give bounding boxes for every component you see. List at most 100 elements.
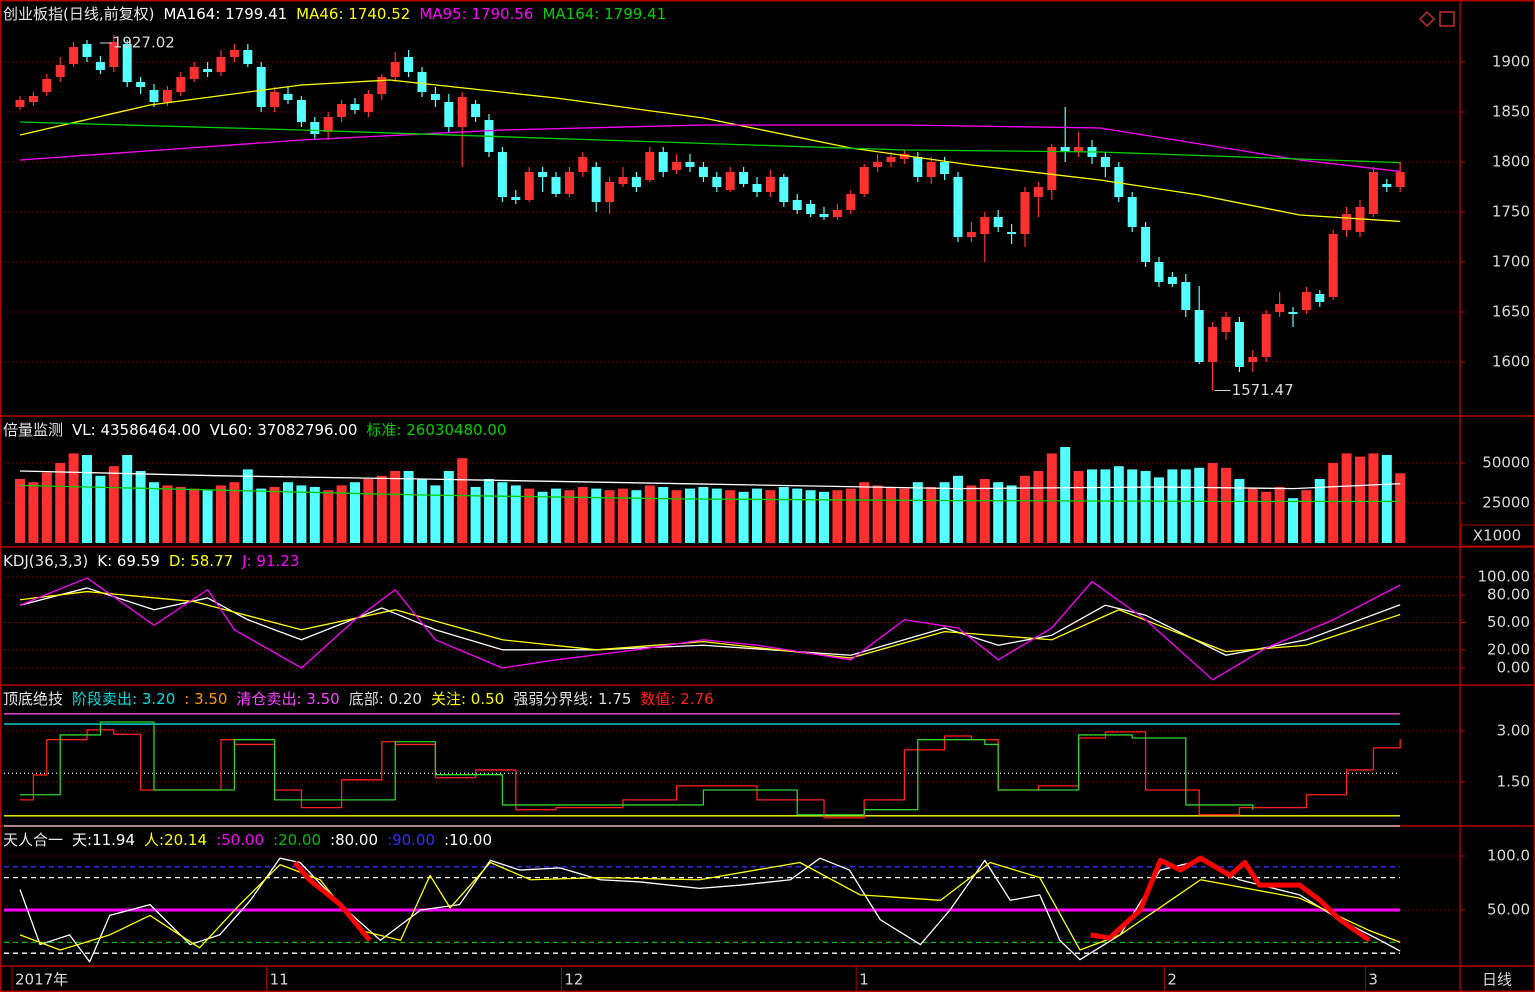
volume-bar [819, 491, 829, 543]
high-annotation: 1927.02 [113, 33, 175, 51]
toolbar-icons[interactable] [1418, 10, 1455, 28]
volume-bar [618, 488, 628, 543]
volume-bar [484, 479, 494, 543]
legend-entry: 标准: 26030480.00 [366, 421, 506, 439]
candle-body [524, 172, 534, 200]
level-label: :50.00 [216, 831, 264, 849]
candle-body [1127, 197, 1137, 227]
volume-bar [1113, 466, 1124, 543]
volume-bar [698, 487, 709, 543]
volume-bar [577, 487, 588, 543]
series-line [19, 121, 1401, 164]
y-tick-label: 1850 [1492, 103, 1530, 121]
volume-bar [939, 482, 950, 543]
volume-bar [524, 488, 535, 543]
candle-body [725, 172, 735, 190]
volume-bar [1247, 488, 1258, 543]
low-annotation: 1571.47 [1232, 381, 1294, 399]
candle-body [109, 42, 119, 67]
signal-label: MA164: 1799.41 [163, 5, 287, 23]
y-tick-label: 25000 [1482, 494, 1530, 512]
volume-bar [886, 487, 896, 543]
candle-body [69, 47, 79, 64]
period-label: 日线 [1482, 971, 1512, 989]
level-label: 强弱分界线: 1.75 [513, 690, 631, 708]
volume-bar [872, 485, 883, 543]
panel-header: KDJ(36,3,3) K: 69.59 D: 58.77 J: 91.23 [3, 552, 299, 570]
volume-bar [390, 471, 401, 543]
candle-body [591, 167, 601, 202]
legend-entry: 数值: 2.76 [640, 690, 713, 708]
candle-body [605, 182, 615, 202]
volume-bar [644, 485, 655, 543]
series-line [292, 855, 1371, 943]
candle-body [551, 177, 561, 194]
y-tick-label: 1800 [1492, 153, 1530, 171]
candle-body [926, 162, 936, 177]
series-line [19, 470, 1401, 490]
candle-body [216, 57, 226, 72]
candle-body [1395, 172, 1405, 187]
volume-bar [805, 490, 816, 543]
volume-bar [752, 488, 762, 543]
volume-bar [711, 488, 722, 543]
restore-button[interactable] [1439, 11, 1455, 27]
y-tick-label: 100.0 [1487, 847, 1530, 865]
candle-body [618, 177, 628, 184]
volume-bar [242, 469, 253, 543]
legend-entry: D: 58.77 [169, 552, 233, 570]
volume-bar [256, 488, 267, 543]
volume-bar [296, 485, 307, 543]
candle-body [444, 102, 454, 127]
legend-entry: MA164: 1799.41 [542, 5, 666, 23]
y-tick-label: 20.00 [1487, 640, 1530, 658]
series-line [20, 721, 1254, 816]
candle-body [913, 157, 923, 177]
volume-bar [738, 491, 749, 543]
volume-bar [671, 490, 682, 543]
volume-bar [443, 471, 454, 543]
candle-body [337, 104, 347, 117]
volume-bar [1274, 487, 1285, 543]
y-tick-label: 0.00 [1497, 658, 1530, 676]
candle-body [1007, 232, 1017, 234]
volume-bar [1194, 467, 1205, 543]
legend-entry: J: 91.23 [241, 552, 299, 570]
volume-bar [792, 488, 803, 543]
candle-body [980, 217, 990, 234]
volume-bar [1341, 453, 1352, 543]
candle-body [350, 104, 360, 110]
candle-body [203, 69, 213, 72]
candle-body [645, 152, 655, 180]
series-line [19, 590, 1401, 659]
candle-body [832, 210, 842, 217]
volume-bar [376, 475, 387, 543]
diamond-button[interactable] [1418, 10, 1436, 28]
candle-body [1194, 310, 1204, 362]
level-label: :20.00 [273, 831, 321, 849]
x-tick-label: 11 [270, 971, 289, 989]
candle-body [1154, 262, 1164, 282]
panel-header: 顶底绝技 阶段卖出: 3.20: 3.50 清仓卖出: 3.50 底部: 0.20 关注… [3, 690, 714, 708]
candle-body [1382, 184, 1392, 187]
volume-bar [497, 482, 508, 543]
candle-body [672, 162, 682, 170]
panel-title: 天人合一 [3, 831, 63, 849]
candle-body [1275, 304, 1285, 312]
candle-body [497, 152, 507, 197]
candle-body [779, 177, 789, 202]
volume-bar [336, 485, 347, 543]
candle-body [940, 162, 950, 174]
candle-body [363, 94, 373, 112]
volume-bar [912, 482, 923, 543]
volume-bar [631, 490, 642, 543]
volume-bar [899, 488, 910, 543]
candle-body [162, 90, 172, 102]
level-label: 底部: 0.20 [349, 690, 422, 708]
volume-bar [403, 471, 414, 543]
volume-bar [216, 485, 226, 543]
candle-body [189, 67, 199, 79]
y-tick-label: 3.00 [1497, 721, 1530, 739]
